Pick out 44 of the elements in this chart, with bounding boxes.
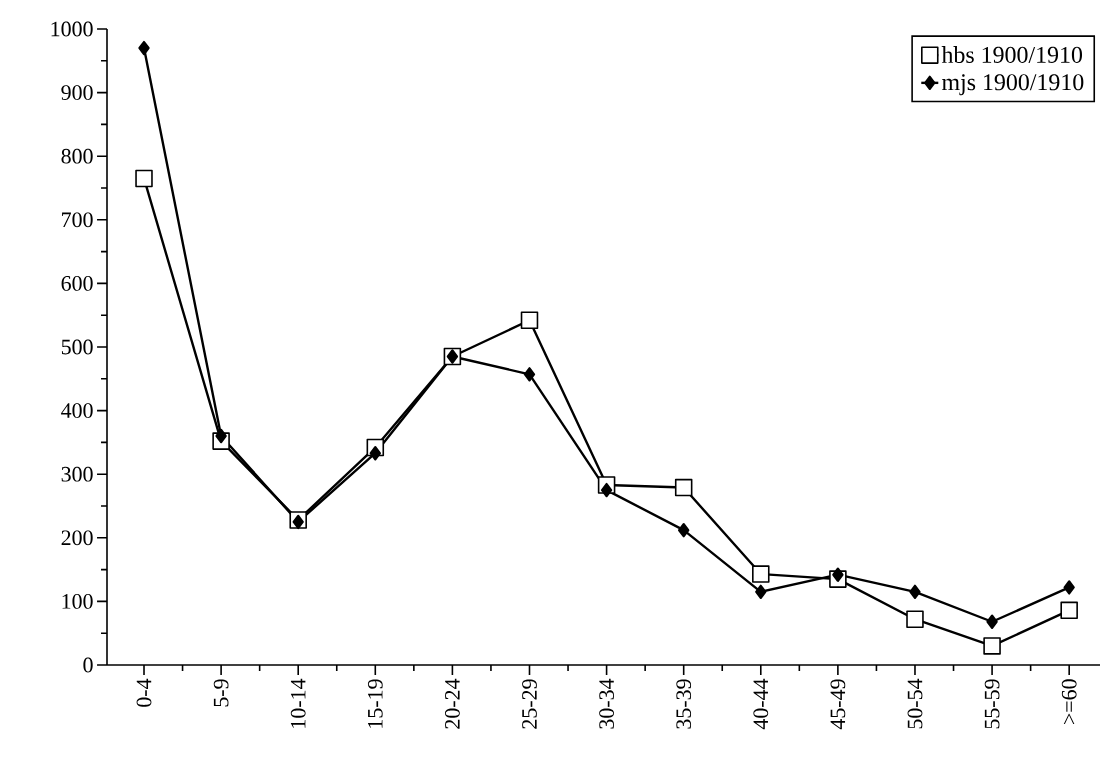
x-tick-label: 10-14 — [290, 678, 306, 728]
point — [523, 367, 536, 382]
point — [1063, 580, 1075, 595]
x-tick-label: >=60 — [1061, 679, 1077, 725]
point — [369, 446, 381, 461]
x-tick-label: 0-4 — [136, 678, 152, 707]
point — [215, 428, 227, 444]
legend-label: mjs 1900/1910 — [941, 74, 1084, 96]
y-tick-label: 300 — [61, 466, 93, 482]
point — [906, 610, 924, 628]
y-tick-label: 600 — [61, 276, 93, 291]
point — [678, 522, 690, 538]
x-tick-label: 15-19 — [367, 679, 383, 728]
y-tick-label: 100 — [62, 594, 93, 609]
y-tick-label: 1000 — [51, 21, 93, 37]
point — [755, 584, 767, 600]
point — [674, 478, 693, 497]
point — [600, 482, 613, 498]
y-tick-label: 800 — [61, 148, 93, 164]
y-tick-label: 500 — [61, 339, 93, 355]
x-tick-label: 30-34 — [599, 678, 614, 729]
x-tick-label: 5-9 — [213, 679, 229, 707]
point — [986, 614, 998, 629]
x-tick-label: 40-44 — [753, 678, 769, 730]
point — [520, 311, 539, 330]
x-tick-label: 50-54 — [907, 678, 923, 729]
y-tick-label: 900 — [61, 85, 93, 100]
point — [138, 40, 150, 56]
y-tick-label: 0 — [83, 657, 93, 673]
legend-label: hbs 1900/1910 — [941, 46, 1083, 63]
y-tick-label: 700 — [62, 212, 93, 228]
point — [832, 567, 844, 582]
point — [909, 584, 921, 600]
x-tick-label: 20-24 — [445, 678, 460, 729]
x-tick-label: 45-49 — [830, 679, 846, 730]
x-tick-label: 55-59 — [984, 679, 1000, 729]
y-tick-label: 400 — [61, 403, 93, 418]
y-tick-label: 200 — [61, 530, 93, 546]
x-tick-label: 25-29 — [522, 679, 537, 729]
x-tick-label: 35-39 — [676, 679, 692, 729]
point — [752, 565, 770, 583]
point — [135, 169, 153, 188]
point — [1060, 601, 1078, 620]
point — [983, 637, 1001, 655]
